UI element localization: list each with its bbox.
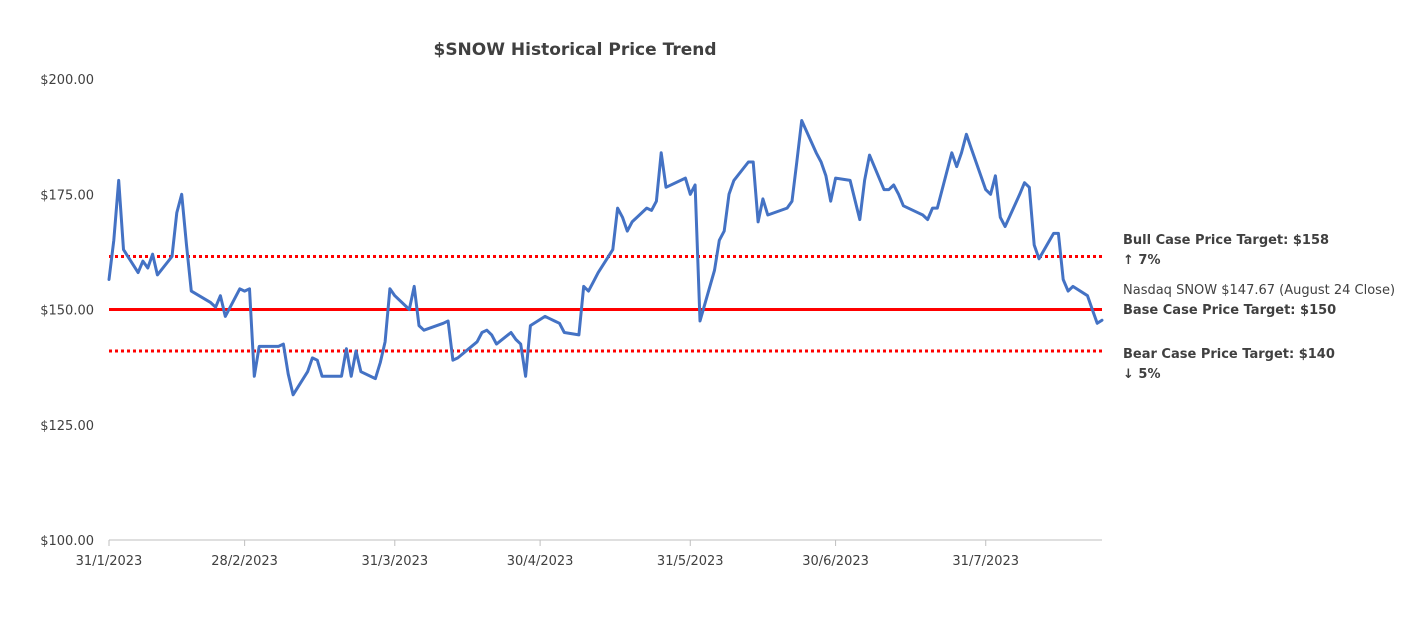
y-tick-label: $125.00 xyxy=(40,419,94,434)
y-tick-label: $150.00 xyxy=(40,304,94,319)
chart-title: $SNOW Historical Price Trend xyxy=(433,40,716,60)
snow-price-line xyxy=(107,119,1104,397)
annotation-bear-change: ↓ 5% xyxy=(1123,367,1161,382)
annotation-bull-change: ↑ 7% xyxy=(1123,253,1161,268)
x-tick-label: 31/7/2023 xyxy=(952,554,1019,569)
y-axis-ticks: $100.00 $125.00 $150.00 $175.00 $200.00 xyxy=(40,73,94,549)
x-tick-label: 28/2/2023 xyxy=(211,554,278,569)
x-axis-ticks: 31/1/2023 28/2/2023 31/3/2023 30/4/2023 31/5… xyxy=(76,540,1019,569)
annotation-bear-title: Bear Case Price Target: $140 xyxy=(1123,347,1335,362)
x-tick-label: 31/3/2023 xyxy=(361,554,428,569)
y-tick-label: $200.00 xyxy=(40,73,94,88)
y-tick-label: $100.00 xyxy=(40,534,94,549)
annotation-current: Nasdaq SNOW $147.67 (August 24 Close) xyxy=(1123,283,1395,298)
price-target-annotations: Bull Case Price Target: $158 ↑ 7% Nasdaq S… xyxy=(1123,233,1395,382)
reference-lines xyxy=(109,254,1102,353)
x-tick-label: 30/6/2023 xyxy=(802,554,869,569)
x-tick-label: 31/5/2023 xyxy=(657,554,724,569)
x-tick-label: 30/4/2023 xyxy=(507,554,574,569)
annotation-bull-title: Bull Case Price Target: $158 xyxy=(1123,233,1329,248)
x-tick-label: 31/1/2023 xyxy=(76,554,143,569)
annotation-base: Base Case Price Target: $150 xyxy=(1123,303,1336,318)
y-tick-label: $175.00 xyxy=(40,188,94,203)
